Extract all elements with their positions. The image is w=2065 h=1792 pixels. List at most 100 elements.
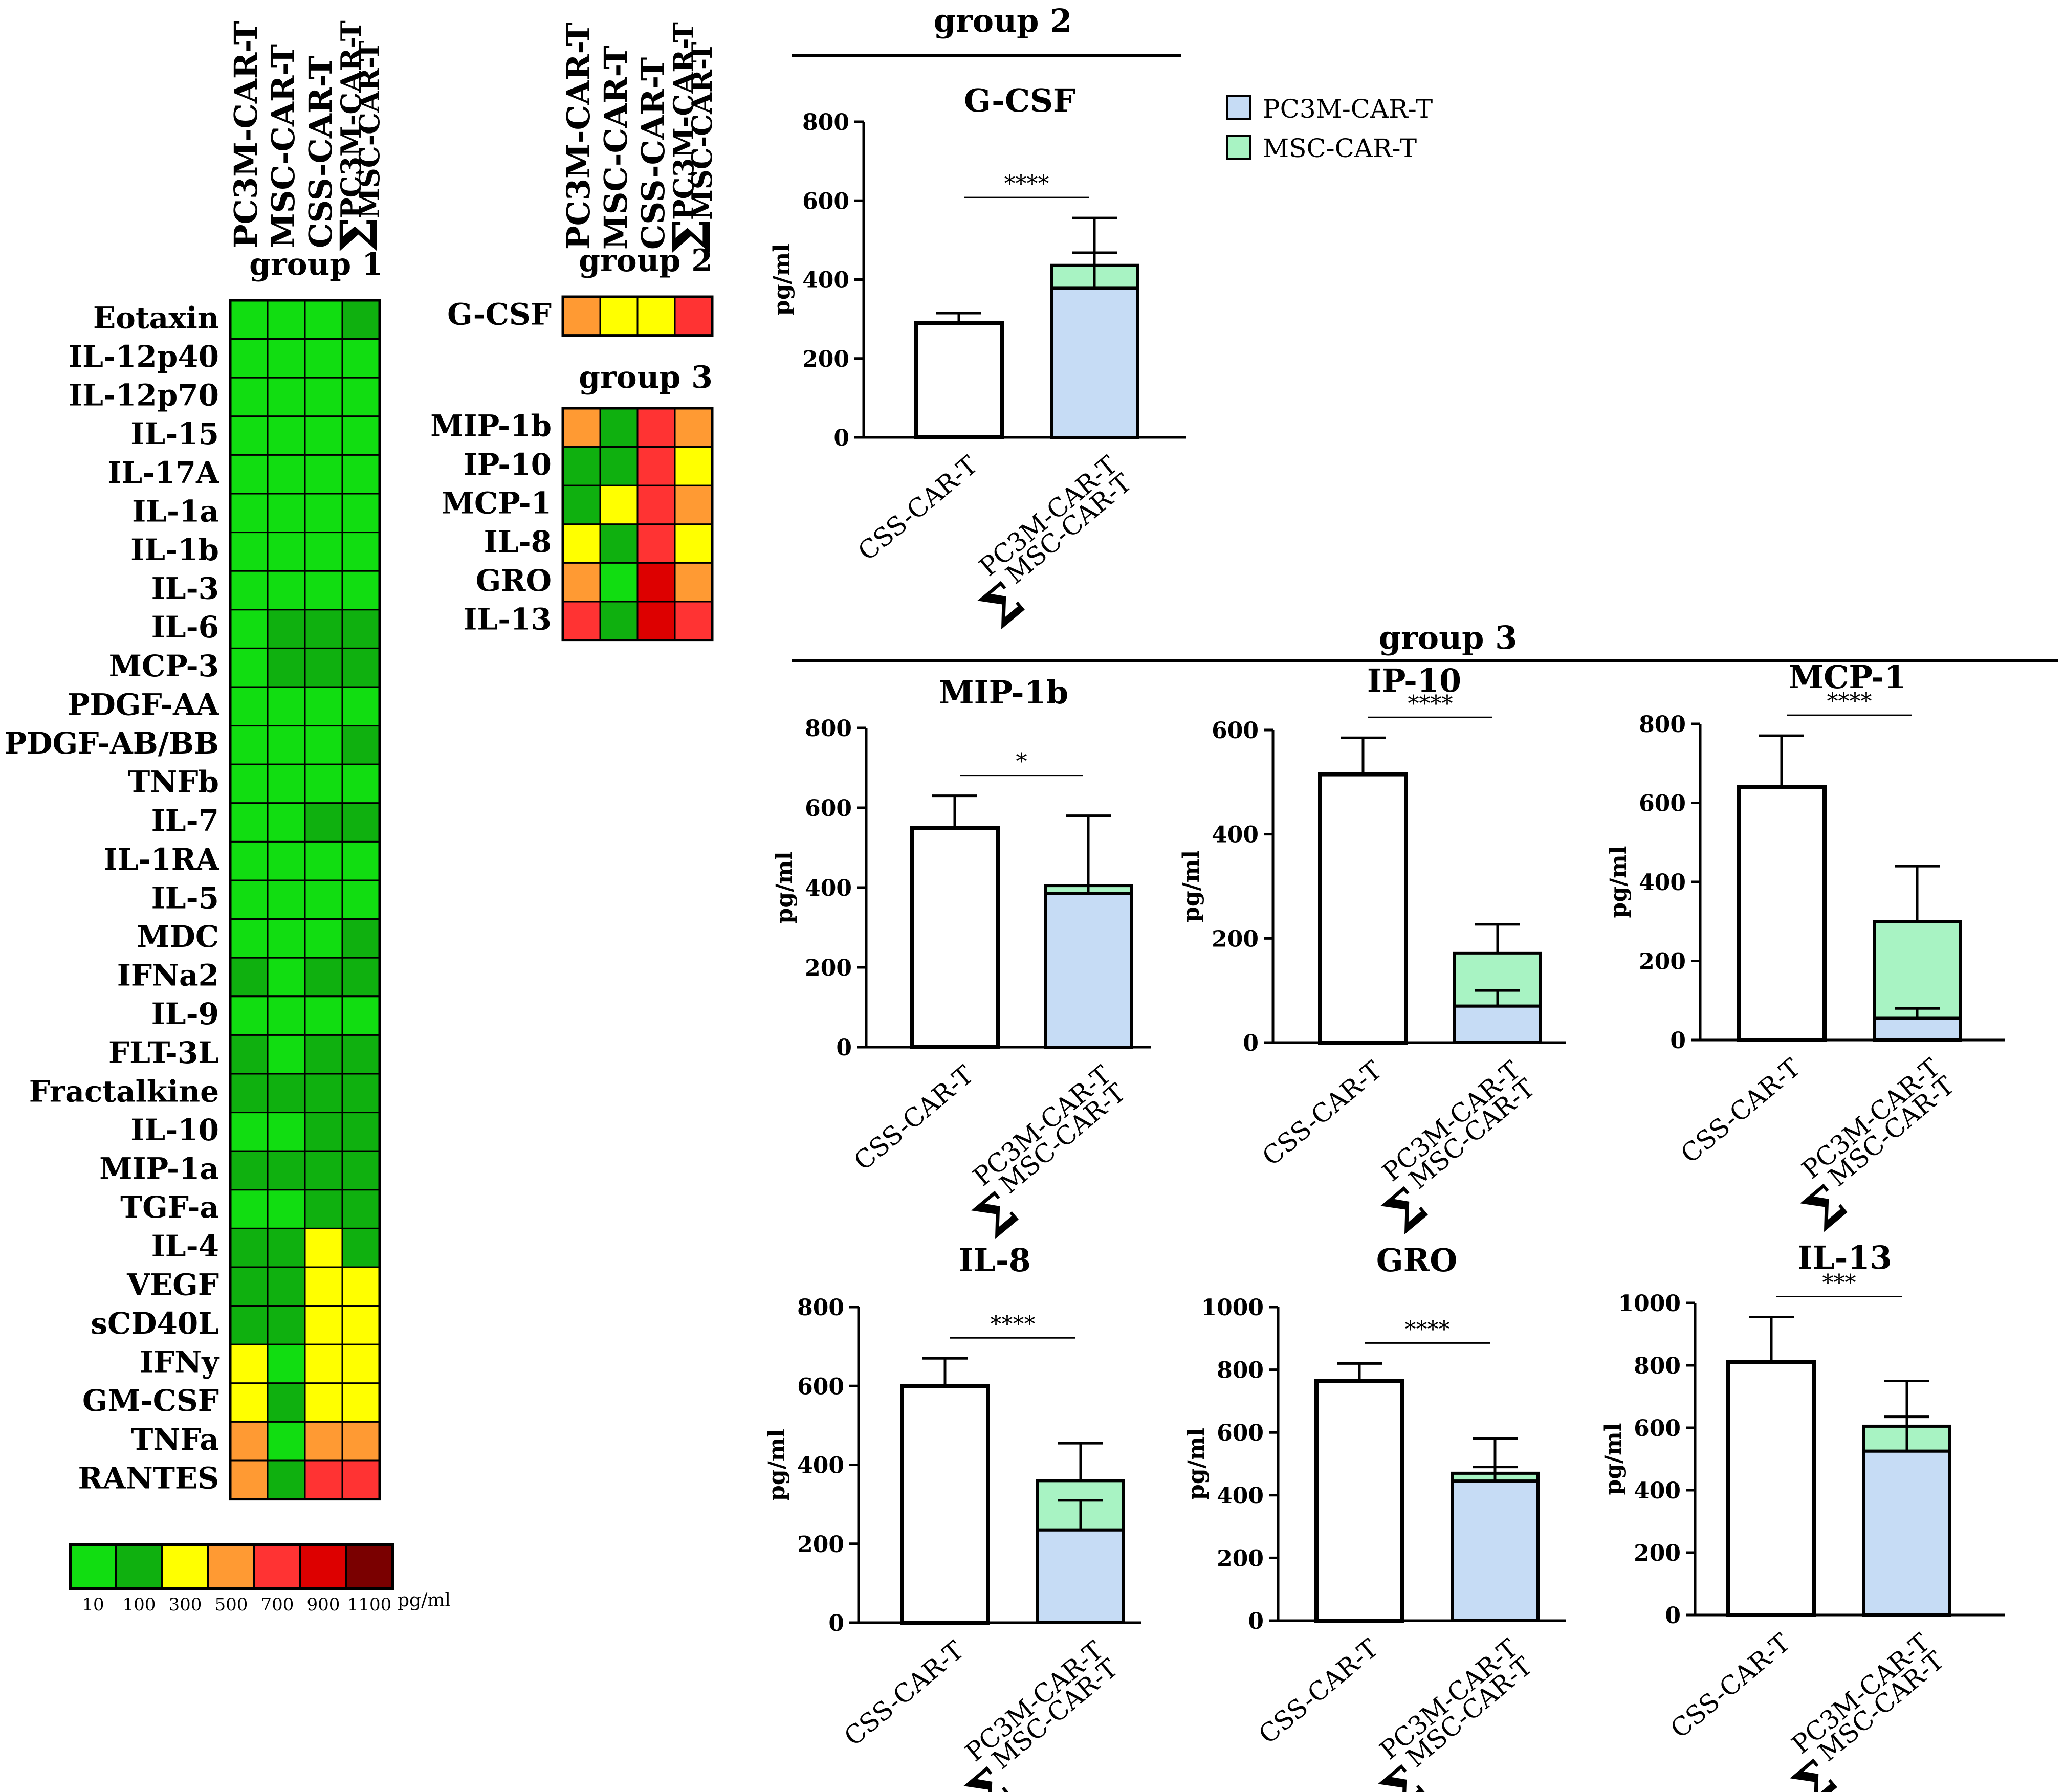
gcsf-y-tick-label: 0 (833, 425, 849, 451)
gro-pc3m-segment (1451, 1479, 1540, 1623)
group1-cell (267, 1112, 306, 1152)
group1-cell (267, 957, 306, 998)
bar-chart-mcp1: MCP-10200400600800pg/ml****CSS-CAR-TΣPC3… (1606, 658, 2005, 1243)
mcp1-y-tick-label: 600 (1639, 791, 1686, 817)
group1-cell (229, 415, 269, 456)
group1-cell (267, 647, 306, 688)
group3-row-label: GRO (476, 563, 552, 598)
group1-cell (341, 1112, 381, 1152)
il8-y-axis-label: pg/ml (764, 1429, 790, 1501)
scale-swatch (253, 1544, 301, 1589)
bar-chart-gcsf: G-CSF0200400600800pg/ml****CSS-CAR-TΣPC3… (769, 82, 1186, 640)
group1-cell (341, 1266, 381, 1307)
il8-y-tick-label: 200 (797, 1532, 844, 1558)
il8-y-tick-label: 800 (797, 1295, 844, 1321)
group1-cell (341, 1073, 381, 1114)
group1-cell (341, 570, 381, 611)
scale-swatch (345, 1544, 393, 1589)
group1-cell (341, 763, 381, 804)
group1-cell (304, 454, 343, 495)
gro-y-tick-label: 200 (1217, 1545, 1264, 1572)
mcp1-title: MCP-1 (1788, 658, 1906, 696)
group1-column-label: PC3M-CAR-T (227, 21, 265, 248)
group1-cell (304, 1112, 343, 1152)
group2-cell (674, 296, 713, 337)
group3-cell (636, 562, 676, 603)
gcsf-significance-label: **** (1004, 171, 1049, 197)
il13-category-label: CSS-CAR-T (1665, 1628, 1796, 1744)
group1-cell (304, 1150, 343, 1191)
group1-cell (229, 1343, 269, 1384)
group1-cell (304, 1459, 343, 1500)
ip10-y-tick-label: 400 (1212, 822, 1259, 848)
group1-row-label: IL-3 (151, 571, 219, 606)
group2-sigma-symbol: Σ (662, 218, 722, 255)
group3-cell (674, 601, 713, 641)
group3-row-label: MCP-1 (442, 486, 552, 521)
group1-row-label: IL-4 (151, 1229, 219, 1264)
group1-cell (341, 1459, 381, 1500)
group1-cell (341, 1305, 381, 1345)
il8-css-bar (900, 1384, 990, 1625)
group1-cell (341, 1189, 381, 1229)
group1-cell (267, 377, 306, 417)
group1-cell (304, 1227, 343, 1268)
group2-column-label: MSC-CAR-T (686, 42, 718, 220)
group1-cell (229, 763, 269, 804)
group1-cell (341, 377, 381, 417)
group1-cell (341, 918, 381, 959)
group3-row-label: IL-8 (484, 524, 552, 559)
scale-swatch (69, 1544, 117, 1589)
group3-cell (636, 446, 676, 486)
gcsf-y-tick-label: 600 (802, 188, 849, 214)
group3-cell (636, 407, 676, 448)
group1-cell (229, 1189, 269, 1229)
group1-title: group 1 (249, 247, 383, 282)
group1-cell (267, 493, 306, 534)
group1-cell (267, 840, 306, 881)
gro-y-tick-label: 0 (1248, 1608, 1264, 1634)
group1-cell (267, 1150, 306, 1191)
group3-cell (562, 562, 601, 603)
group1-cell (341, 1343, 381, 1384)
group1-border (229, 299, 381, 1501)
group2-column-label: PC3M-CAR-T (560, 23, 597, 250)
group3-cell (562, 484, 601, 525)
group1-row-label: Fractalkine (29, 1074, 219, 1109)
group1-cell (304, 1382, 343, 1423)
group1-cell (229, 338, 269, 379)
il8-title: IL-8 (958, 1242, 1030, 1279)
group1-cell (341, 1382, 381, 1423)
group1-cell (341, 1421, 381, 1462)
group2-title: group 2 (579, 243, 713, 279)
group1-cell (341, 454, 381, 495)
il8-significance-label: **** (991, 1311, 1036, 1337)
group1-row-label: IL-12p70 (69, 378, 219, 413)
group1-row-label: IL-12p40 (69, 339, 219, 374)
group1-cell (267, 299, 306, 340)
gro-y-tick-label: 800 (1217, 1358, 1264, 1384)
group1-cell (229, 609, 269, 649)
mcp1-significance-label: **** (1827, 689, 1872, 715)
group1-cell (229, 1305, 269, 1345)
group1-cell (304, 725, 343, 765)
gcsf-css-bar (914, 321, 1004, 440)
gcsf-y-tick-label: 800 (802, 109, 849, 136)
group1-row-label: IFNy (140, 1345, 220, 1380)
mip1b-title: MIP-1b (939, 674, 1068, 711)
group1-cell (267, 415, 306, 456)
group1-cell (304, 1343, 343, 1384)
group1-cell (267, 570, 306, 611)
ip10-title: IP-10 (1367, 662, 1461, 699)
group3-cell (599, 407, 639, 448)
group3-cell (636, 484, 676, 525)
ip10-y-tick-label: 600 (1212, 718, 1259, 744)
group1-cell (341, 840, 381, 881)
il13-y-tick-label: 400 (1634, 1478, 1681, 1504)
gro-y-axis-label: pg/ml (1183, 1428, 1210, 1500)
gro-category-label: CSS-CAR-T (1253, 1633, 1384, 1750)
group1-cell (229, 1073, 269, 1114)
bar-chart-mip1b: MIP-1b0200400600800pg/ml*CSS-CAR-TΣPC3M-… (772, 674, 1151, 1250)
il8-y-tick-label: 400 (797, 1453, 844, 1479)
scale-tick-label: 100 (123, 1595, 156, 1615)
